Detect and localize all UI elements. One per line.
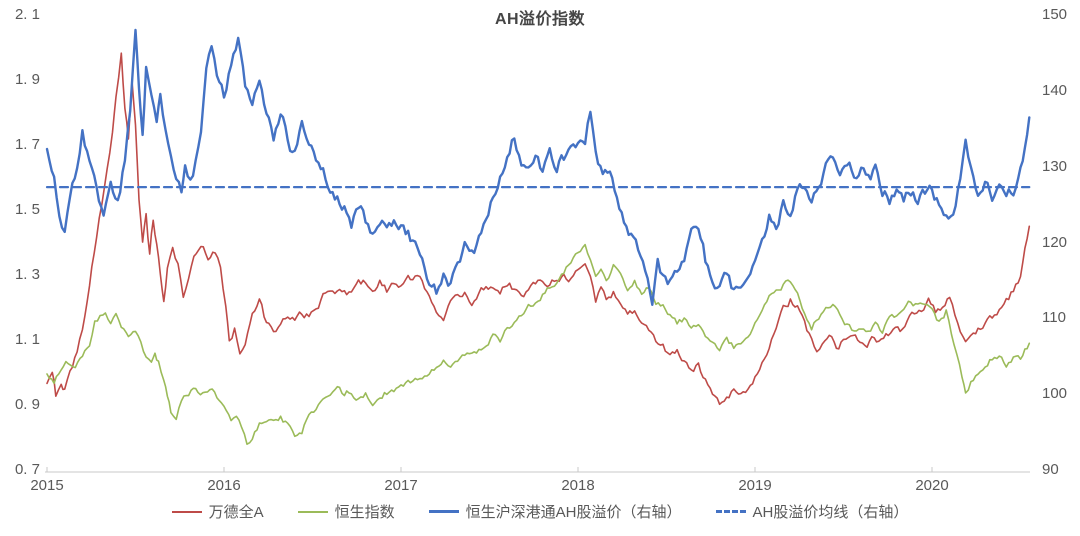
y-left-tick-label: 1. 5	[14, 201, 40, 218]
series-line-2	[46, 243, 1031, 445]
y-left-tick-label: 1. 9	[14, 71, 40, 88]
x-tick-label: 2018	[561, 477, 595, 494]
x-tick-label: 2015	[30, 477, 64, 494]
y-right-tick-label: 110	[1042, 309, 1066, 327]
y-right-tick-label: 130	[1042, 157, 1068, 175]
y-right-tick-label: 140	[1042, 81, 1068, 99]
legend-line-swatch	[171, 510, 202, 513]
legend-label: AH股溢价均线（右轴）	[752, 504, 909, 521]
y-left-tick-label: 1. 7	[14, 136, 40, 153]
x-tick-label: 2016	[207, 477, 241, 494]
y-left-tick-label: 0. 9	[14, 396, 40, 413]
legend-line-swatch	[428, 510, 459, 513]
y-left-tick-label: 1. 3	[14, 266, 40, 283]
y-right-tick-label: 90	[1042, 461, 1059, 478]
y-left-tick-label: 2. 1	[14, 6, 40, 23]
series-line-1	[46, 52, 1031, 406]
legend-label: 恒生指数	[334, 504, 395, 521]
series-line-3	[45, 28, 1031, 306]
x-tick-label: 2017	[384, 477, 418, 494]
legend: 万德全A 恒生指数 恒生沪深港通AH股溢价（右轴） AH股溢价均线（右轴）	[0, 501, 1080, 522]
y-right-tick-label: 150	[1042, 6, 1068, 23]
legend-item-1: 万德全A	[171, 501, 264, 522]
x-tick-label: 2020	[915, 477, 949, 494]
legend-item-3: 恒生沪深港通AH股溢价（右轴）	[428, 501, 682, 522]
legend-line-swatch	[715, 510, 746, 513]
y-left-tick-label: 0. 7	[14, 461, 40, 478]
y-right-tick-label: 100	[1042, 385, 1068, 403]
legend-line-swatch	[297, 510, 328, 513]
y-right-tick-label: 120	[1042, 233, 1068, 251]
chart-title: AH溢价指数	[494, 11, 586, 28]
legend-item-4: AH股溢价均线（右轴）	[715, 501, 909, 522]
legend-label: 恒生沪深港通AH股溢价（右轴）	[465, 504, 682, 521]
legend-label: 万德全A	[208, 504, 264, 521]
x-tick-label: 2019	[738, 477, 772, 494]
legend-item-2: 恒生指数	[297, 501, 395, 522]
y-left-tick-label: 1. 1	[14, 331, 40, 348]
